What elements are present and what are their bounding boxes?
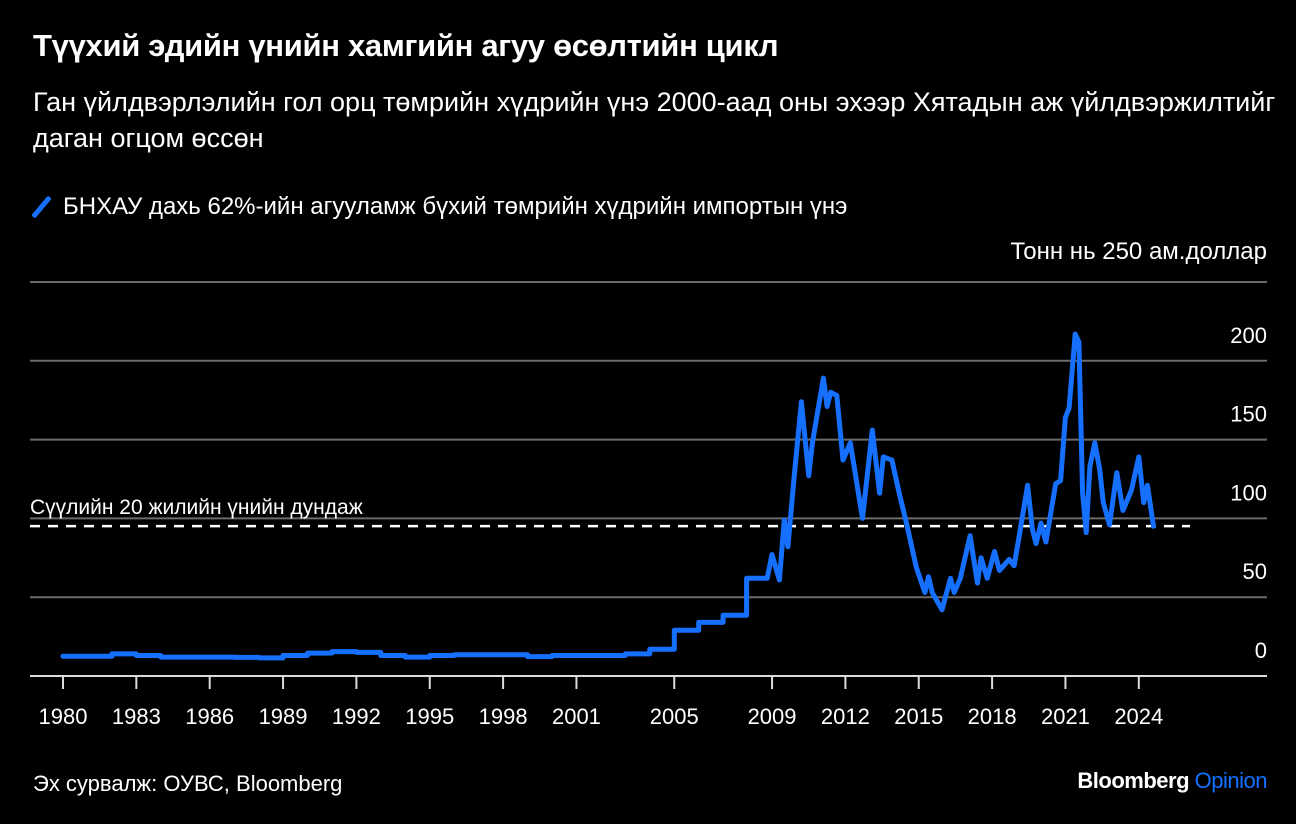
- x-tick-label: 2021: [1041, 704, 1090, 729]
- average-label: Сүүлийн 20 жилийн үнийн дундаж: [30, 496, 363, 519]
- x-tick-label: 1980: [39, 704, 88, 729]
- x-tick-label: 2015: [894, 704, 943, 729]
- chart-title: Түүхий эдийн үнийн хамгийн агуу өсөлтийн…: [33, 28, 779, 63]
- y-tick-label: 200: [1230, 323, 1267, 348]
- x-tick-label: 2001: [552, 704, 601, 729]
- y-axis-unit-label: Тонн нь 250 ам.доллар: [1010, 238, 1268, 265]
- y-tick-label: 100: [1230, 480, 1267, 505]
- y-tick-label: 0: [1255, 638, 1267, 663]
- legend: БНХАУ дахь 62%-ийн агууламж бүхий төмрий…: [33, 193, 847, 221]
- logo-section: Opinion: [1194, 768, 1268, 793]
- source-note: Эх сурвалж: ОУВС, Bloomberg: [33, 771, 343, 796]
- bloomberg-opinion-logo: Bloomberg Opinion: [1077, 768, 1267, 794]
- x-tick-label: 1998: [479, 704, 528, 729]
- y-tick-label: 50: [1243, 559, 1267, 584]
- x-tick-label: 2024: [1114, 704, 1163, 729]
- x-tick-label: 1986: [185, 704, 234, 729]
- x-tick-label: 1992: [332, 704, 381, 729]
- y-tick-label: 150: [1230, 402, 1267, 427]
- x-tick-label: 2012: [821, 704, 870, 729]
- x-tick-label: 1989: [259, 704, 308, 729]
- chart-subtitle: Ган үйлдвэрлэлийн гол орц төмрийн хүдрий…: [33, 87, 1276, 153]
- x-tick-label: 2018: [968, 704, 1017, 729]
- logo-brand: Bloomberg: [1077, 768, 1190, 793]
- x-tick-label: 2009: [748, 704, 797, 729]
- x-tick-label: 1983: [112, 704, 161, 729]
- x-tick-label: 1995: [405, 704, 454, 729]
- series-line-iron-ore-price: [60, 331, 1156, 661]
- x-tick-label: 2005: [650, 704, 699, 729]
- legend-label: БНХАУ дахь 62%-ийн агууламж бүхий төмрий…: [63, 193, 848, 220]
